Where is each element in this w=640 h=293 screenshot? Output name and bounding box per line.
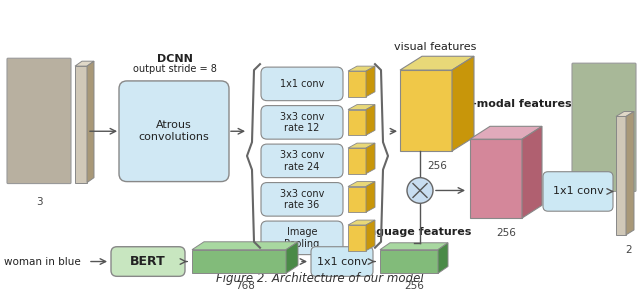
Polygon shape [75,61,94,66]
Polygon shape [470,139,522,218]
Text: 1x1 conv: 1x1 conv [552,186,604,197]
Text: output stride = 8: output stride = 8 [133,64,217,74]
FancyBboxPatch shape [261,183,343,216]
Polygon shape [348,66,375,71]
Text: 256: 256 [427,161,447,171]
Polygon shape [366,182,375,212]
Text: BERT: BERT [130,255,166,268]
Polygon shape [438,243,448,273]
Text: 3x3 conv
rate 12: 3x3 conv rate 12 [280,112,324,133]
Text: language features: language features [357,227,471,237]
FancyBboxPatch shape [111,247,185,276]
Text: 2: 2 [626,245,632,255]
Circle shape [407,178,433,203]
Text: visual features: visual features [394,42,476,52]
Polygon shape [366,143,375,174]
Polygon shape [366,220,375,251]
Polygon shape [192,242,298,250]
Text: Figure 2. Architecture of our model: Figure 2. Architecture of our model [216,272,424,285]
Polygon shape [348,148,366,174]
Polygon shape [522,126,542,218]
FancyBboxPatch shape [261,105,343,139]
FancyBboxPatch shape [311,247,373,276]
Polygon shape [400,56,474,70]
FancyBboxPatch shape [261,67,343,101]
FancyBboxPatch shape [7,58,71,183]
Polygon shape [348,110,366,135]
Text: 256: 256 [496,228,516,238]
Polygon shape [286,242,298,273]
Polygon shape [626,112,634,235]
Polygon shape [348,71,366,97]
Polygon shape [400,70,452,151]
Polygon shape [348,187,366,212]
Polygon shape [616,112,634,116]
Polygon shape [348,105,375,110]
Polygon shape [616,116,626,235]
Text: 3x3 conv
rate 24: 3x3 conv rate 24 [280,150,324,172]
Text: DCNN: DCNN [157,54,193,64]
Text: 768: 768 [235,281,255,291]
Polygon shape [348,225,366,251]
Polygon shape [380,243,448,250]
Polygon shape [192,250,286,273]
Polygon shape [348,182,375,187]
Text: multi-modal features: multi-modal features [440,98,572,109]
Text: 3: 3 [36,197,42,207]
Text: Image
Pooling: Image Pooling [284,227,319,249]
Polygon shape [348,143,375,148]
Polygon shape [366,66,375,97]
FancyBboxPatch shape [543,172,613,211]
Text: Atrous
convolutions: Atrous convolutions [139,120,209,142]
Text: 256: 256 [404,281,424,291]
Text: woman in blue: woman in blue [4,257,81,267]
FancyBboxPatch shape [572,63,636,191]
Polygon shape [452,56,474,151]
Text: 1x1 conv: 1x1 conv [280,79,324,89]
FancyBboxPatch shape [261,221,343,255]
Polygon shape [75,66,87,183]
Text: 3x3 conv
rate 36: 3x3 conv rate 36 [280,189,324,210]
Polygon shape [366,105,375,135]
FancyBboxPatch shape [119,81,229,182]
Text: 1x1 conv: 1x1 conv [317,257,367,267]
Polygon shape [470,126,542,139]
FancyBboxPatch shape [261,144,343,178]
Polygon shape [380,250,438,273]
Polygon shape [348,220,375,225]
Polygon shape [87,61,94,183]
